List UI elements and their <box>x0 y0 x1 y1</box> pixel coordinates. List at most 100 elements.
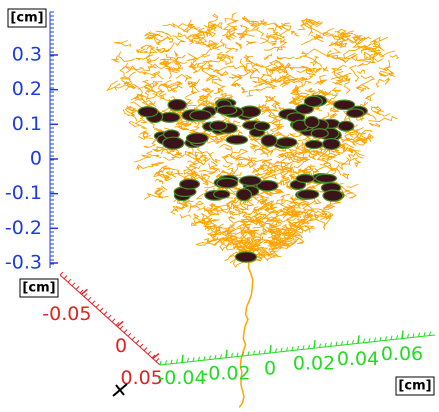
neurite <box>211 22 223 30</box>
neurite <box>261 59 278 68</box>
y-tick-label: 0 <box>264 358 276 380</box>
neurite <box>266 190 276 197</box>
neurite <box>208 13 218 23</box>
neurite <box>237 67 252 78</box>
neurite <box>251 167 260 174</box>
y-tick <box>401 330 404 339</box>
neurite <box>154 185 168 193</box>
neurite <box>143 84 151 91</box>
neurite <box>248 242 261 251</box>
neurite <box>221 113 234 125</box>
neurite <box>384 77 391 85</box>
y-tick <box>313 340 316 349</box>
y-minor-tick <box>253 350 255 355</box>
neurite <box>272 36 286 44</box>
neurite <box>357 60 372 67</box>
neurite <box>302 148 313 155</box>
neurite <box>295 50 309 60</box>
y-minor-tick <box>423 332 426 337</box>
neurite <box>279 76 303 87</box>
neurite <box>123 77 133 85</box>
neurite <box>154 178 164 185</box>
neurite <box>197 157 204 165</box>
neurite <box>224 12 237 23</box>
neurite <box>300 18 319 26</box>
neurite <box>184 86 198 98</box>
neurite <box>276 34 286 39</box>
x-minor-tick <box>115 322 120 326</box>
y-tick <box>225 349 228 358</box>
neurite <box>365 92 376 102</box>
neurite <box>368 122 381 128</box>
neurite <box>222 153 252 165</box>
neurite <box>216 169 229 179</box>
neurite <box>208 161 219 174</box>
neurite <box>165 53 178 62</box>
neurite <box>120 71 136 80</box>
neurite <box>249 143 259 150</box>
x-minor-tick <box>107 314 112 319</box>
neurite <box>194 213 205 222</box>
neurite <box>306 212 314 218</box>
neurite <box>336 134 356 147</box>
neurite <box>278 236 284 244</box>
x-minor-tick <box>111 318 116 323</box>
unit-box <box>7 8 47 28</box>
neurite <box>351 36 362 45</box>
neurite <box>294 86 310 98</box>
neurite <box>292 158 308 163</box>
neurite <box>267 216 291 223</box>
neurite <box>164 41 175 53</box>
neurite <box>184 150 193 157</box>
soma <box>162 136 185 150</box>
neurite <box>368 116 398 122</box>
neurite <box>265 206 282 214</box>
neurite <box>378 59 391 72</box>
neurite <box>267 28 279 34</box>
z-tick-label: -0.2 <box>5 217 42 239</box>
soma <box>304 139 324 150</box>
soma <box>337 120 355 132</box>
y-minor-tick <box>291 346 294 351</box>
neurite <box>322 66 329 72</box>
y-minor-tick <box>341 341 343 346</box>
neurite <box>145 53 160 62</box>
soma <box>213 189 231 199</box>
neurite <box>218 231 238 246</box>
origin-marker <box>112 383 128 397</box>
x-tick-label: 0.05 <box>121 367 163 389</box>
neurite <box>206 87 214 96</box>
neurite <box>184 102 197 107</box>
x-minor-tick <box>59 271 64 276</box>
neurite <box>193 155 211 166</box>
neurite <box>244 67 259 75</box>
neurite <box>253 82 265 88</box>
neurite <box>125 105 145 113</box>
neurite <box>314 215 326 230</box>
soma <box>314 173 337 184</box>
neurite <box>239 24 253 32</box>
neurite <box>277 227 299 234</box>
y-minor-tick <box>286 347 288 352</box>
y-minor-tick <box>352 339 354 345</box>
neurite <box>226 227 245 237</box>
soma <box>167 98 187 111</box>
y-minor-tick <box>192 357 195 362</box>
neurite <box>298 135 312 142</box>
neurite <box>165 171 174 176</box>
x-minor-tick <box>63 275 68 279</box>
neurite <box>235 62 257 70</box>
neurite <box>191 173 211 180</box>
x-minor-tick <box>83 293 88 297</box>
neurite <box>309 26 334 35</box>
neurite <box>297 21 316 31</box>
neurite <box>255 213 267 227</box>
neurite <box>264 199 274 210</box>
neurite <box>153 33 164 38</box>
neurite <box>149 44 159 54</box>
neurite <box>238 30 248 39</box>
neurite <box>113 40 132 48</box>
neurite <box>266 67 280 74</box>
soma <box>225 134 249 145</box>
neurite <box>278 153 294 162</box>
